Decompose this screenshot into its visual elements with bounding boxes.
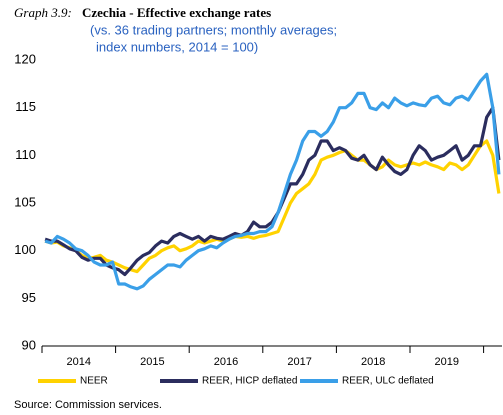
y-tick-label: 105 bbox=[14, 194, 36, 209]
source: Source: Commission services. bbox=[14, 399, 162, 411]
series-line bbox=[44, 139, 501, 274]
legend-label: NEER bbox=[80, 376, 108, 387]
y-tick-label: 110 bbox=[15, 147, 36, 162]
y-tick-label: 120 bbox=[14, 51, 36, 66]
x-tick-label: 2018 bbox=[361, 356, 385, 368]
x-tick-label: 2017 bbox=[287, 356, 311, 368]
x-tick-label: 2014 bbox=[67, 356, 91, 368]
y-tick-label: 90 bbox=[22, 337, 36, 352]
x-tick-label: 2016 bbox=[214, 356, 238, 368]
legend-label: REER, ULC deflated bbox=[342, 376, 434, 387]
series-line bbox=[44, 72, 501, 291]
y-tick-label: 100 bbox=[14, 242, 36, 257]
series-line bbox=[44, 106, 501, 277]
x-tick-label: 2015 bbox=[140, 356, 164, 368]
chart-title: Czechia - Effective exchange rates bbox=[82, 5, 271, 20]
y-tick-label: 95 bbox=[22, 290, 36, 305]
subtitle: index numbers, 2014 = 100) bbox=[96, 39, 258, 54]
subtitle: (vs. 36 trading partners; monthly averag… bbox=[90, 22, 337, 37]
x-tick-label: 2019 bbox=[435, 356, 459, 368]
title-label: Graph 3.9: bbox=[14, 5, 72, 20]
y-tick-label: 115 bbox=[15, 99, 36, 114]
legend-label: REER, HICP deflated bbox=[202, 376, 297, 387]
